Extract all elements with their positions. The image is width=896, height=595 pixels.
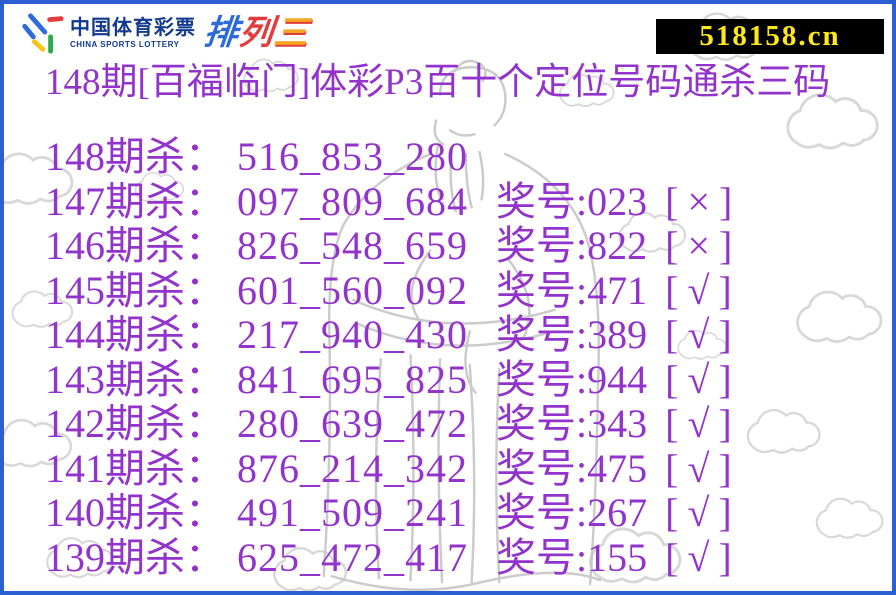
background-sketch [4, 12, 884, 591]
verdict-badge: [×] [665, 178, 742, 224]
kill-numbers: 217_940_430 [237, 312, 468, 357]
verdict-badge: [×] [665, 223, 742, 268]
verdict-badge: [√] [665, 534, 741, 580]
verdict-badge: [√] [665, 312, 741, 357]
verdict-badge: [√] [665, 267, 741, 313]
kill-numbers: 625_472_417 [237, 534, 468, 580]
period-label: 143期杀： [45, 356, 225, 402]
prize-label: 奖号:475 [496, 445, 648, 491]
header: 中国体育彩票 CHINA SPORTS LOTTERY 排列三 518158.c… [18, 10, 886, 62]
kill-numbers: 491_509_241 [237, 490, 468, 535]
period-label: 148期杀： [45, 134, 225, 179]
prize-label: 奖号:471 [496, 267, 648, 313]
verdict-badge: [√] [665, 490, 741, 535]
product-char-3: 三 [272, 14, 311, 52]
kill-row: 145期杀： 601_560_092 奖号:471 [√] [45, 267, 892, 314]
kill-numbers: 601_560_092 [237, 267, 468, 313]
prize-label: 奖号:944 [496, 356, 648, 402]
kill-row: 144期杀： 217_940_430 奖号:389 [√] [45, 312, 892, 358]
kill-numbers: 097_809_684 [237, 178, 468, 224]
foreground-content: 中国体育彩票 CHINA SPORTS LOTTERY 排列三 518158.c… [4, 4, 892, 591]
brand-text: 中国体育彩票 CHINA SPORTS LOTTERY [70, 18, 196, 49]
product-char-2: 列 [237, 14, 276, 52]
prize-label: 奖号:267 [496, 490, 648, 535]
kill-numbers: 876_214_342 [237, 445, 468, 491]
sports-lottery-logo-icon [22, 13, 64, 54]
product-char-1: 排 [202, 14, 241, 52]
prize-label: 奖号:343 [496, 401, 648, 446]
kill-number-list: 148期杀： 516_853_280 147期杀： 097_809_684 奖号:02… [45, 134, 892, 581]
prize-label: 奖号:822 [496, 223, 648, 268]
kill-row: 142期杀： 280_639_472 奖号:343 [√] [45, 401, 892, 447]
period-label: 144期杀： [45, 312, 225, 357]
kill-numbers: 841_695_825 [237, 356, 468, 402]
kill-row: 147期杀： 097_809_684 奖号:023 [×] [45, 178, 892, 225]
brand-name-en: CHINA SPORTS LOTTERY [70, 39, 180, 49]
brand-name-cn: 中国体育彩票 [70, 16, 196, 39]
page-title: 148期[百福临门]体彩P3百十个定位号码通杀三码 [45, 62, 831, 103]
verdict-badge: [√] [665, 401, 741, 446]
verdict-badge: [√] [665, 356, 741, 402]
kill-numbers: 826_548_659 [237, 223, 468, 268]
kill-row: 139期杀： 625_472_417 奖号:155 [√] [45, 534, 892, 581]
kill-numbers: 280_639_472 [237, 401, 468, 446]
china-sports-lottery-logo[interactable]: 中国体育彩票 CHINA SPORTS LOTTERY 排列三 [18, 10, 311, 56]
period-label: 141期杀： [45, 445, 225, 491]
kill-row: 143期杀： 841_695_825 奖号:944 [√] [45, 356, 892, 403]
verdict-badge: [√] [665, 445, 741, 491]
period-label: 147期杀： [45, 178, 225, 224]
prize-label: 奖号:023 [496, 178, 648, 224]
robed-figure-sketch [322, 59, 602, 591]
kill-row: 140期杀： 491_509_241 奖号:267 [√] [45, 490, 892, 536]
period-label: 145期杀： [45, 267, 225, 313]
period-label: 142期杀： [45, 401, 225, 446]
kill-numbers: 516_853_280 [237, 134, 468, 179]
period-label: 139期杀： [45, 534, 225, 580]
prize-label: 奖号:155 [496, 534, 648, 580]
kill-row: 141期杀： 876_214_342 奖号:475 [√] [45, 445, 892, 492]
kill-row: 146期杀： 826_548_659 奖号:822 [×] [45, 223, 892, 269]
prize-label: 奖号:389 [496, 312, 648, 357]
period-label: 140期杀： [45, 490, 225, 535]
kill-row: 148期杀： 516_853_280 [45, 134, 892, 180]
product-name-pailie3: 排列三 [202, 14, 311, 52]
site-domain-banner[interactable]: 518158.cn [656, 19, 884, 54]
period-label: 146期杀： [45, 223, 225, 268]
